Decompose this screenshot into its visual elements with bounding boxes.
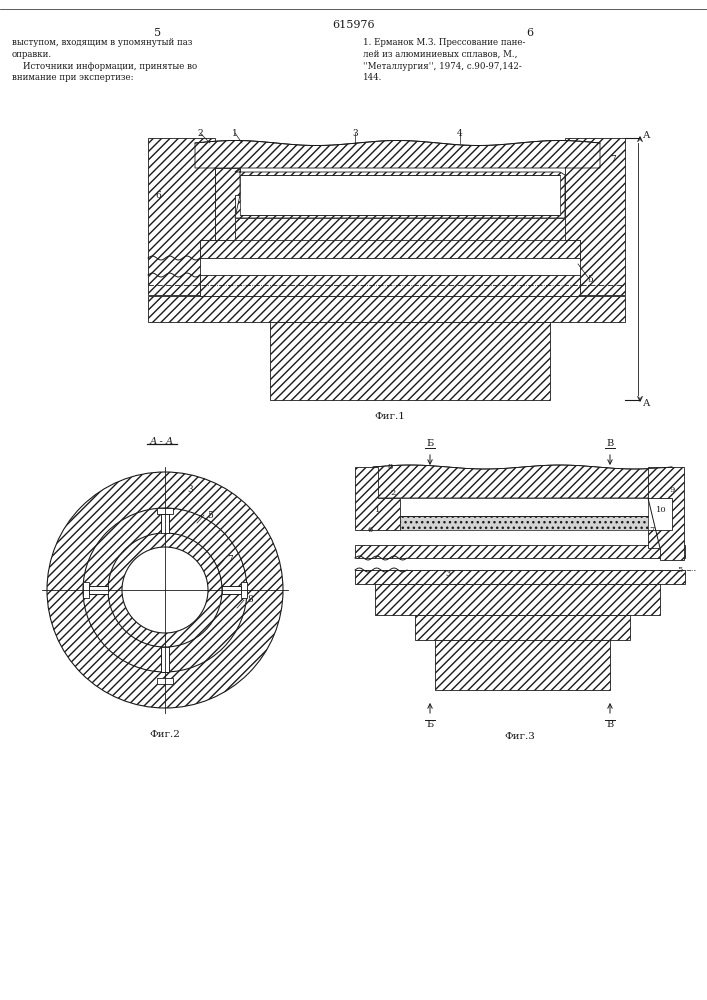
Bar [161,647,169,672]
Text: 6: 6 [155,190,161,200]
Polygon shape [270,322,550,400]
Text: 10: 10 [655,506,666,514]
Polygon shape [375,584,660,615]
Polygon shape [235,168,565,218]
Polygon shape [373,465,672,498]
Polygon shape [400,498,648,516]
Text: Фиг.3: Фиг.3 [505,732,535,741]
Text: 6: 6 [527,28,534,38]
Polygon shape [200,275,580,296]
Text: А: А [643,130,650,139]
Bar [83,586,108,594]
Text: 615976: 615976 [333,20,375,30]
Text: А: А [643,398,650,408]
Polygon shape [240,175,560,215]
Polygon shape [148,296,625,322]
Circle shape [83,508,247,672]
Text: 5: 5 [154,28,162,38]
Text: Фиг.2: Фиг.2 [150,730,180,739]
Text: 3: 3 [352,128,358,137]
Text: 7: 7 [649,526,655,534]
Text: 6: 6 [368,526,373,534]
Text: 7: 7 [610,155,616,164]
Bar [157,508,173,514]
Bar [83,582,89,598]
Text: 8: 8 [387,463,392,471]
Polygon shape [235,218,565,240]
Circle shape [108,533,222,647]
Text: Фиг.1: Фиг.1 [375,412,405,421]
Text: А - А: А - А [150,437,174,446]
Circle shape [122,547,208,633]
Bar [222,586,247,594]
Text: 3: 3 [187,486,192,494]
Bar [157,678,173,684]
Polygon shape [355,545,685,558]
Text: 5: 5 [677,566,683,574]
Text: 1: 1 [232,128,238,137]
Polygon shape [565,138,625,295]
Polygon shape [355,467,400,530]
Text: В: В [607,439,614,448]
Text: 3: 3 [445,570,450,578]
Polygon shape [415,615,630,640]
Text: 4: 4 [457,128,463,137]
Text: 9: 9 [670,486,674,494]
Polygon shape [195,141,600,168]
Polygon shape [648,467,684,560]
Polygon shape [200,240,580,258]
Polygon shape [355,570,685,584]
Text: 5: 5 [207,510,213,520]
Text: Б: Б [426,720,433,729]
Polygon shape [435,640,610,690]
Text: 8: 8 [247,595,252,604]
Text: выступом, входящим в упомянутый паз
оправки.
    Источники информации, принятые : выступом, входящим в упомянутый паз опра… [12,38,197,82]
Text: В: В [607,720,614,729]
Text: 5: 5 [587,275,593,284]
Bar [241,582,247,598]
Polygon shape [148,138,215,295]
Text: 1: 1 [375,506,380,514]
Text: 2: 2 [390,489,396,497]
Text: 7: 7 [227,556,233,564]
Polygon shape [400,516,648,530]
Bar [161,508,169,533]
Text: 1. Ерманок М.З. Прессование пане-
лей из алюминиевых сплавов, М.,
''Металлургия': 1. Ерманок М.З. Прессование пане- лей из… [363,38,525,82]
Circle shape [47,472,283,708]
Text: 2: 2 [197,128,203,137]
Polygon shape [215,168,240,240]
Text: Б: Б [426,439,433,448]
